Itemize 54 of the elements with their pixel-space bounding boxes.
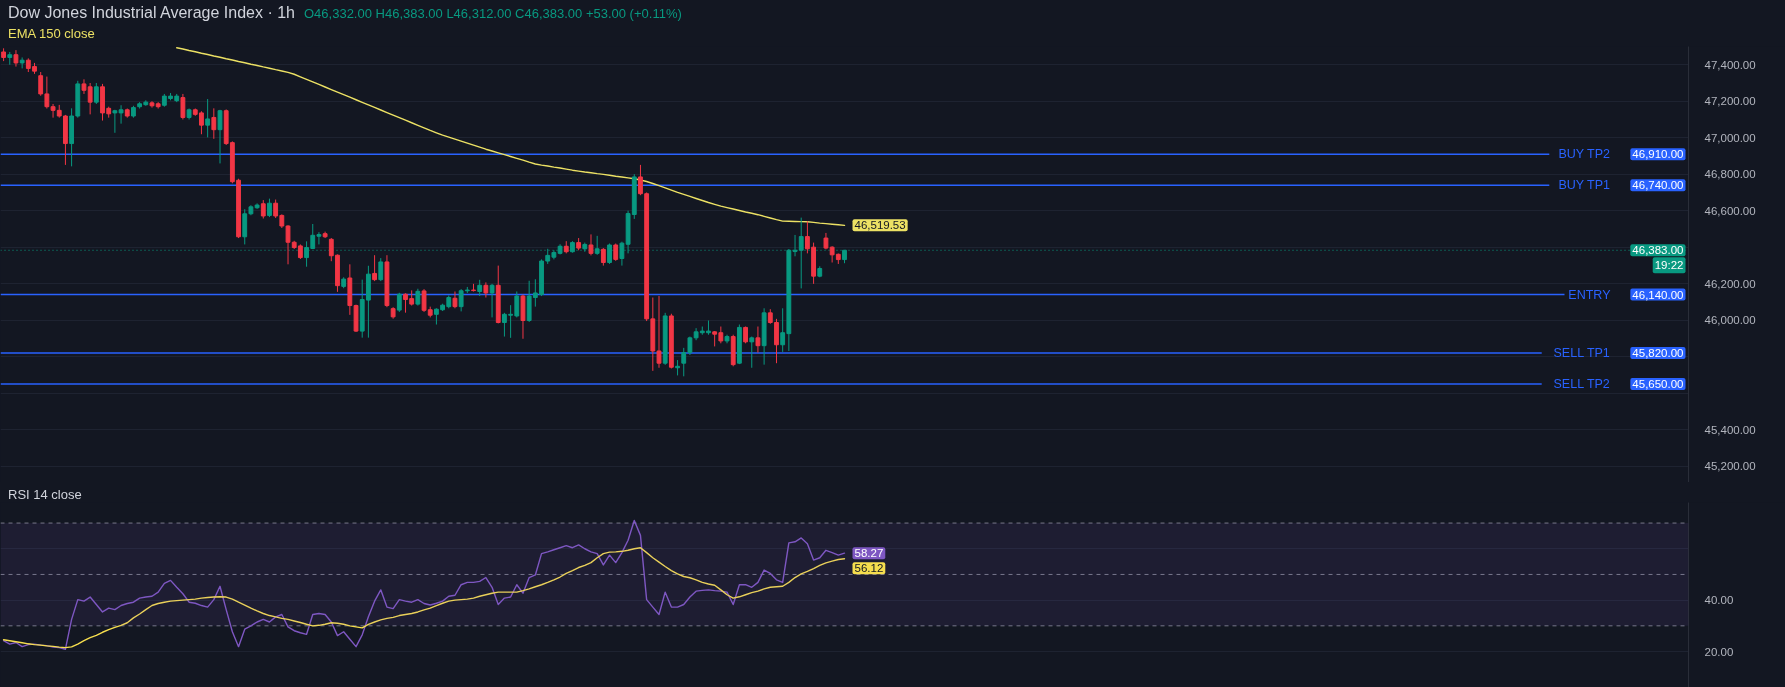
annotation: 19:22 (1654, 259, 1684, 272)
y-tick-label: 47,200.00 (1704, 95, 1756, 108)
chart-title: Dow Jones Industrial Average Index · 1h (8, 4, 295, 21)
line-series (2, 547, 846, 649)
line-series (2, 519, 846, 650)
candlestick (749, 336, 755, 369)
y-tick-label: 46,800.00 (1704, 168, 1756, 181)
text: EMA 150 close (8, 26, 95, 41)
candlestick (217, 109, 223, 164)
candlestick (118, 104, 124, 125)
ref-line-label: ENTRY (1568, 287, 1612, 302)
candlestick (267, 198, 272, 218)
candlestick (205, 98, 211, 138)
candlestick (19, 56, 25, 69)
candlestick (588, 233, 594, 256)
ref-line-label: SELL TP1 (1553, 345, 1610, 360)
annotation: 46,910.00 (1632, 148, 1684, 161)
candlestick (211, 107, 217, 140)
candlestick (180, 93, 186, 120)
line-series (176, 47, 846, 227)
data-label: 56.12 (854, 562, 884, 575)
chart-title: RSI 14 close (8, 487, 82, 502)
candlestick (93, 82, 99, 105)
annotation: 46,383.00 (1632, 244, 1684, 257)
annotation: 45,820.00 (1632, 346, 1684, 359)
y-tick-label: 40.00 (1704, 594, 1734, 607)
candlestick (396, 292, 402, 313)
candlestick (260, 199, 266, 220)
candlestick (483, 281, 489, 299)
annotation: 45,650.00 (1632, 377, 1684, 390)
y-tick-label: 45,400.00 (1704, 423, 1756, 436)
ref-line-label: BUY TP1 (1558, 178, 1611, 193)
candlestick (50, 103, 56, 119)
ref-line-label: BUY TP2 (1558, 147, 1611, 162)
candlestick (458, 288, 464, 312)
data-label: 46,519.53 (854, 219, 906, 232)
y-tick-label: 47,000.00 (1704, 131, 1756, 144)
data-label: 58.27 (854, 547, 884, 560)
y-tick-label: 46,200.00 (1704, 277, 1756, 290)
candlestick (755, 326, 761, 354)
y-tick-label: 46,000.00 (1704, 314, 1756, 327)
candlestick (378, 257, 384, 282)
y-tick-label: 47,400.00 (1704, 58, 1756, 71)
candlestick (452, 291, 458, 309)
candlestick (489, 283, 495, 318)
candlestick (594, 235, 600, 256)
annotation: 46,740.00 (1632, 179, 1684, 192)
candlestick (372, 254, 377, 282)
annotation: 46,140.00 (1632, 288, 1684, 301)
y-tick-label: 45,200.00 (1704, 460, 1756, 473)
y-tick-label: 46,600.00 (1704, 204, 1756, 217)
y-tick-label: 20.00 (1704, 645, 1734, 658)
chart-subtitle: O46,332.00 H46,383.00 L46,312.00 C46,383.00 +53.00 (+0.11%) (303, 6, 682, 21)
ref-line-label: SELL TP2 (1553, 376, 1610, 391)
